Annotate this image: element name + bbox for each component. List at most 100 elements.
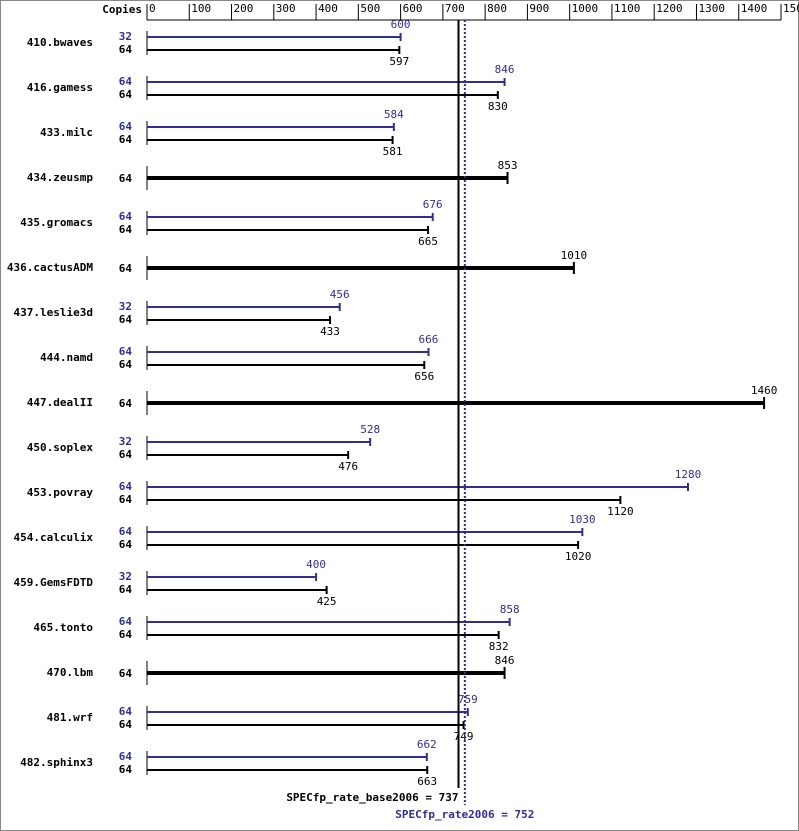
x-tick-label: 1100 [614, 2, 641, 15]
copies-label: 64 [119, 172, 133, 185]
category-label: 410.bwaves [27, 36, 93, 49]
bar [147, 756, 427, 758]
x-tick-label: 1300 [698, 2, 725, 15]
copies-label: 64 [119, 345, 133, 358]
x-tick-label: 1400 [741, 2, 768, 15]
copies-label: 64 [119, 480, 133, 493]
copies-label: 32 [119, 570, 132, 583]
value-label: 433 [320, 325, 340, 338]
bar [147, 634, 499, 636]
bar [147, 711, 468, 713]
copies-label: 64 [119, 223, 133, 236]
bar [147, 544, 579, 546]
value-label: 581 [383, 145, 403, 158]
copies-label: 64 [119, 262, 133, 275]
copies-label: 32 [119, 300, 132, 313]
bar [147, 139, 393, 141]
copies-label: 64 [119, 493, 133, 506]
value-label: 830 [488, 100, 508, 113]
bar [147, 229, 429, 231]
bar [147, 441, 371, 443]
copies-label: 64 [119, 313, 133, 326]
value-label: 759 [458, 693, 478, 706]
x-axis-label: Copies [102, 3, 142, 16]
bar [147, 499, 621, 501]
copies-label: 64 [119, 525, 133, 538]
copies-label: 64 [119, 705, 133, 718]
value-label: 584 [384, 108, 404, 121]
x-tick-label: 600 [403, 2, 423, 15]
category-label: 450.soplex [27, 441, 94, 454]
value-label: 1280 [675, 468, 702, 481]
bar [147, 769, 428, 771]
x-tick-label: 500 [360, 2, 380, 15]
value-label: 666 [419, 333, 439, 346]
category-label: 481.wrf [47, 711, 93, 724]
category-label: 436.cactusADM [7, 261, 93, 274]
x-tick-label: 1200 [656, 2, 683, 15]
copies-label: 64 [119, 763, 133, 776]
category-label: 447.dealII [27, 396, 93, 409]
copies-label: 64 [119, 43, 133, 56]
copies-label: 64 [119, 88, 133, 101]
bar [147, 724, 464, 726]
value-label: 1030 [569, 513, 596, 526]
bar [147, 351, 429, 353]
bar [147, 671, 505, 675]
x-tick-label: 900 [529, 2, 549, 15]
value-label: 846 [495, 654, 515, 667]
copies-label: 32 [119, 30, 132, 43]
category-label: 435.gromacs [20, 216, 93, 229]
bar [147, 94, 498, 96]
category-label: 434.zeusmp [27, 171, 94, 184]
value-label: 1460 [751, 384, 778, 397]
value-label: 832 [489, 640, 509, 653]
bar [147, 621, 510, 623]
value-label: 1020 [565, 550, 592, 563]
value-label: 597 [389, 55, 409, 68]
value-label: 858 [500, 603, 520, 616]
bar [147, 126, 394, 128]
value-label: 600 [391, 18, 411, 31]
value-label: 853 [498, 159, 518, 172]
category-label: 433.milc [40, 126, 93, 139]
copies-label: 64 [119, 718, 133, 731]
bar [147, 81, 505, 83]
bar [147, 36, 401, 38]
bar [147, 306, 340, 308]
x-tick-label: 0 [149, 2, 156, 15]
value-label: 663 [417, 775, 437, 788]
x-tick-label: 100 [191, 2, 211, 15]
x-tick-label: 200 [234, 2, 254, 15]
category-label: 454.calculix [14, 531, 94, 544]
value-label: 1120 [607, 505, 634, 518]
category-label: 437.leslie3d [14, 306, 93, 319]
copies-label: 64 [119, 120, 133, 133]
category-label: 416.gamess [27, 81, 93, 94]
value-label: 665 [418, 235, 438, 248]
copies-label: 64 [119, 750, 133, 763]
bar [147, 401, 765, 405]
x-tick-label: 400 [318, 2, 338, 15]
value-label: 456 [330, 288, 350, 301]
copies-label: 64 [119, 615, 133, 628]
bar [147, 531, 583, 533]
copies-label: 32 [119, 435, 132, 448]
reference-label: SPECfp_rate_base2006 = 737 [286, 791, 458, 804]
category-label: 453.povray [27, 486, 94, 499]
value-label: 528 [360, 423, 380, 436]
copies-label: 64 [119, 75, 133, 88]
value-label: 476 [338, 460, 358, 473]
copies-label: 64 [119, 628, 133, 641]
value-label: 749 [454, 730, 474, 743]
category-label: 444.namd [40, 351, 93, 364]
copies-label: 64 [119, 133, 133, 146]
copies-label: 64 [119, 210, 133, 223]
bar [147, 364, 425, 366]
value-label: 1010 [561, 249, 588, 262]
x-tick-label: 1500 [783, 2, 799, 15]
bar [147, 49, 400, 51]
bar [147, 176, 508, 180]
value-label: 656 [414, 370, 434, 383]
